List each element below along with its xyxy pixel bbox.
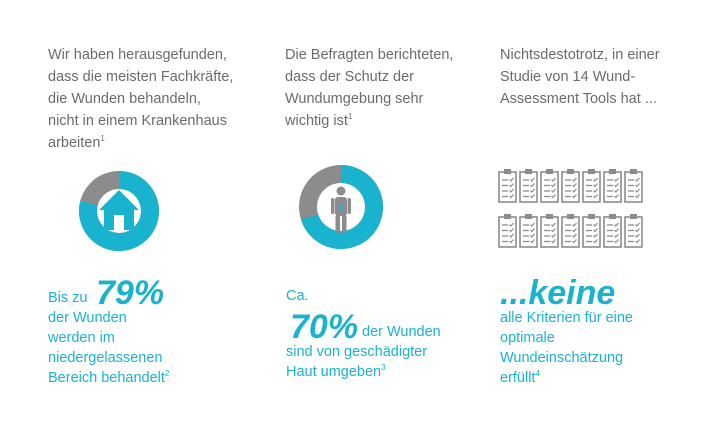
stat-prefix-1: Bis zu — [48, 290, 88, 306]
stat-value-70: 70% — [290, 308, 359, 346]
donut-arc-70 — [299, 165, 383, 249]
clipboard-icon — [624, 214, 643, 248]
footnote-marker: 1 — [347, 112, 353, 121]
footnote-marker: 1 — [100, 134, 105, 143]
clipboard-icon — [498, 169, 517, 203]
footnote-marker: 3 — [381, 363, 386, 372]
stat-caption-2-line1: der Wunden — [362, 324, 441, 340]
clipboard-icon — [582, 169, 601, 203]
footnote-marker: 2 — [164, 369, 170, 378]
footnote-marker: 4 — [535, 369, 540, 378]
clipboard-icon — [582, 214, 601, 248]
clipboard-icon — [603, 214, 622, 248]
clipboard-icon — [540, 169, 559, 203]
clipboard-icon — [519, 169, 538, 203]
intro-text-3: Nichtsdestotrotz, in einer Studie von 14… — [500, 47, 660, 107]
clipboard-grid — [498, 169, 643, 248]
intro-text-1: Wir haben herausgefunden, dass die meist… — [48, 47, 234, 151]
intro-text-2: Die Befragten berichteten, dass der Schu… — [285, 47, 454, 129]
stat-caption-2: sind von geschädigter Haut umgeben3 — [286, 344, 428, 380]
clipboard-icon — [540, 214, 559, 248]
stat-prefix-2: Ca. — [286, 288, 309, 304]
stat-caption-3: alle Kriterien für eine optimale Wundein… — [500, 310, 633, 386]
person-icon — [331, 186, 351, 233]
donut-arc-79 — [79, 171, 159, 251]
donut-chart-79 — [79, 171, 159, 251]
stat-value-keine: ...keine — [500, 274, 616, 312]
stat-value-79: 79% — [96, 274, 165, 312]
clipboard-icon — [519, 214, 538, 248]
clipboard-icon — [624, 169, 643, 203]
house-icon — [99, 190, 139, 230]
stat-caption-1: der Wunden werden im niedergelassenen Be… — [48, 310, 170, 386]
clipboard-icon — [498, 214, 517, 248]
clipboard-icon — [603, 169, 622, 203]
clipboard-icon — [561, 214, 580, 248]
clipboard-icon — [561, 169, 580, 203]
donut-chart-70 — [299, 165, 383, 249]
